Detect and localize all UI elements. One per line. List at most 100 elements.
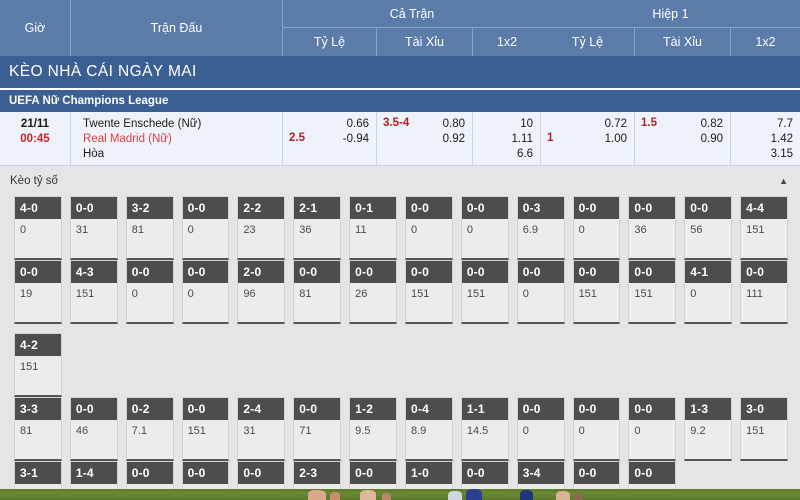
odds-full-handicap-values: 0.66 -0.94 bbox=[343, 117, 369, 147]
score-card[interactable]: 0-4 8.9 bbox=[405, 397, 453, 461]
score-card-scoreline: 0-0 bbox=[294, 398, 341, 420]
score-card-scoreline: 0-0 bbox=[126, 462, 173, 484]
odds-full-overunder[interactable]: 3.5-4 0.80 0.92 bbox=[377, 112, 473, 166]
score-card-odd: 19 bbox=[20, 288, 33, 300]
score-card-scoreline: 0-0 bbox=[629, 398, 676, 420]
score-card[interactable]: 0-3 6.9 bbox=[516, 196, 565, 260]
score-card-scoreline: 0-4 bbox=[406, 398, 452, 420]
score-card[interactable]: 3-0 151 bbox=[740, 397, 788, 461]
score-card[interactable]: 0-0 151 bbox=[405, 260, 453, 324]
score-card[interactable]: 4-4 151 bbox=[740, 196, 788, 260]
odds-value[interactable]: 0.90 bbox=[700, 133, 723, 145]
score-card[interactable]: 1-3 9.2 bbox=[684, 397, 733, 461]
score-card[interactable]: 4-1 0 bbox=[684, 260, 733, 324]
score-card-odd: 6.9 bbox=[522, 224, 538, 236]
score-card[interactable]: 2-4 31 bbox=[237, 397, 286, 461]
odds-value[interactable]: 6.6 bbox=[517, 148, 533, 160]
score-card-scoreline: 4-0 bbox=[15, 197, 61, 219]
score-card-odd: 151 bbox=[20, 361, 39, 373]
odds-full-1x2[interactable]: 10 1.11 6.6 bbox=[473, 112, 541, 166]
odds-value[interactable]: 0.80 bbox=[442, 118, 465, 130]
score-card[interactable]: 0-0 71 bbox=[293, 397, 342, 461]
odds-value[interactable]: 1.00 bbox=[604, 133, 627, 145]
score-card[interactable]: 1-2 9.5 bbox=[349, 397, 397, 461]
score-card-scoreline: 1-4 bbox=[70, 462, 117, 484]
pitch-background-image bbox=[0, 489, 800, 500]
score-card-scoreline: 0-0 bbox=[573, 462, 620, 484]
score-card-scoreline: 3-4 bbox=[517, 462, 564, 484]
score-card-scoreline: 3-0 bbox=[741, 398, 787, 420]
score-card-scoreline: 0-0 bbox=[70, 197, 117, 219]
odds-value[interactable]: 1.42 bbox=[770, 133, 793, 145]
score-card[interactable]: 3-3 81 bbox=[14, 397, 62, 461]
match-row[interactable]: 21/11 00:45 Twente Enschede (Nữ) Real Ma… bbox=[0, 112, 800, 166]
score-card-odd: 31 bbox=[243, 425, 256, 437]
chevron-up-icon[interactable]: ▲ bbox=[779, 176, 788, 186]
home-team-name: Twente Enschede (Nữ) bbox=[83, 118, 202, 130]
league-header[interactable]: UEFA Nữ Champions League bbox=[0, 90, 800, 112]
odds-value[interactable]: 0.72 bbox=[604, 118, 627, 130]
odds-h1-1x2[interactable]: 7.7 1.42 3.15 bbox=[731, 112, 800, 166]
odds-value[interactable]: -0.94 bbox=[342, 133, 369, 145]
odds-value[interactable]: 0.66 bbox=[346, 118, 369, 130]
score-card-odd: 0 bbox=[411, 224, 418, 236]
score-card[interactable]: 0-2 7.1 bbox=[125, 397, 174, 461]
score-card[interactable]: 2-0 96 bbox=[237, 260, 286, 324]
match-teams: Twente Enschede (Nữ) Real Madrid (Nữ) Hò… bbox=[71, 112, 283, 166]
score-card[interactable]: 0-0 151 bbox=[460, 260, 509, 324]
score-card-odd: 0 bbox=[131, 288, 138, 300]
odds-full-handicap[interactable]: 2.5 0.66 -0.94 bbox=[283, 112, 377, 166]
odds-h1-overunder[interactable]: 1.5 0.82 0.90 bbox=[635, 112, 731, 166]
score-card-scoreline: 0-0 bbox=[629, 197, 676, 219]
score-card[interactable]: 0-0 151 bbox=[181, 397, 230, 461]
score-card[interactable]: 0-0 19 bbox=[14, 260, 62, 324]
score-card[interactable]: 4-0 0 bbox=[14, 196, 62, 260]
odds-h1-1x2-values: 7.7 1.42 3.15 bbox=[771, 117, 793, 162]
score-card[interactable]: 0-0 151 bbox=[628, 260, 677, 324]
score-card[interactable]: 3-2 81 bbox=[125, 196, 174, 260]
draw-label: Hòa bbox=[83, 148, 105, 160]
score-card-scoreline: 0-0 bbox=[126, 261, 173, 283]
score-card[interactable]: 0-0 111 bbox=[740, 260, 788, 324]
score-card[interactable]: 1-1 14.5 bbox=[460, 397, 509, 461]
score-card-odd: 151 bbox=[187, 425, 206, 437]
odds-value[interactable]: 0.82 bbox=[700, 118, 723, 130]
column-group-first-half: Hiệp 1 Tỷ Lệ Tài Xỉu 1x2 bbox=[541, 0, 800, 56]
score-card-odd: 151 bbox=[634, 288, 653, 300]
score-card-odd: 111 bbox=[746, 288, 763, 300]
score-card[interactable]: 0-0 56 bbox=[684, 196, 733, 260]
odds-value[interactable]: 1.11 bbox=[511, 133, 533, 145]
score-card[interactable]: 0-0 31 bbox=[69, 196, 118, 260]
score-card-odd: 26 bbox=[355, 288, 368, 300]
score-card[interactable]: 0-0 26 bbox=[349, 260, 397, 324]
score-card[interactable]: 2-1 36 bbox=[293, 196, 342, 260]
score-card[interactable]: 0-0 36 bbox=[628, 196, 677, 260]
odds-value[interactable]: 0.92 bbox=[442, 133, 465, 145]
score-card[interactable]: 4-2 151 bbox=[14, 333, 62, 397]
odds-value[interactable]: 3.15 bbox=[770, 148, 793, 160]
score-card[interactable]: 0-0 81 bbox=[293, 260, 342, 324]
score-card[interactable]: 0-0 46 bbox=[69, 397, 118, 461]
score-card-scoreline: 0-0 bbox=[406, 261, 452, 283]
score-card-scoreline: 2-0 bbox=[238, 261, 285, 283]
odds-value[interactable]: 7.7 bbox=[777, 118, 793, 130]
correct-score-panel-header[interactable]: Kèo tỷ số ▲ bbox=[0, 166, 800, 196]
score-card-scoreline: 2-3 bbox=[294, 462, 341, 484]
score-card[interactable]: 0-1 11 bbox=[349, 196, 397, 260]
odds-value[interactable]: 10 bbox=[520, 118, 533, 130]
column-group-first-half-title: Hiệp 1 bbox=[541, 0, 800, 28]
score-card[interactable]: 4-3 151 bbox=[69, 260, 118, 324]
odds-h1-handicap[interactable]: 1 0.72 1.00 bbox=[541, 112, 635, 166]
score-card[interactable]: 2-2 23 bbox=[237, 196, 286, 260]
score-card[interactable]: 0-0 151 bbox=[572, 260, 621, 324]
